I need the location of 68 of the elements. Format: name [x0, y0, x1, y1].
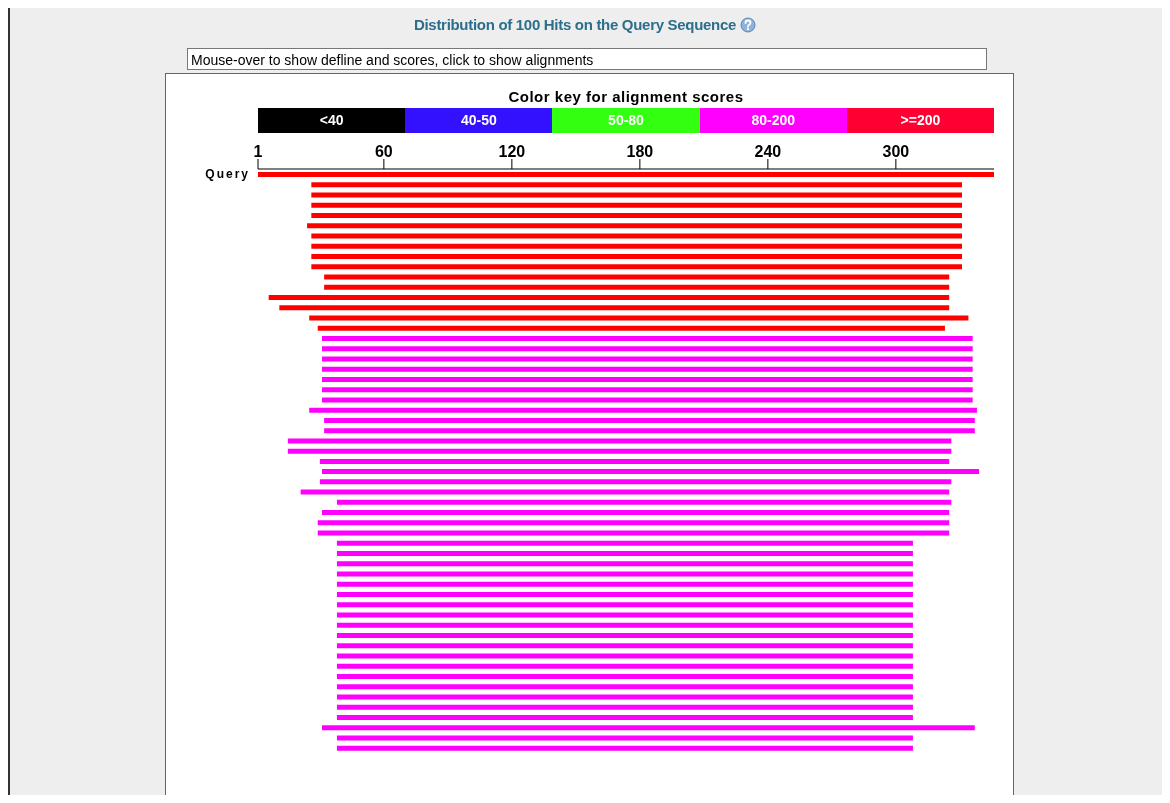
x-tick-label: 60 [374, 143, 393, 160]
bar [258, 172, 994, 177]
bar [336, 735, 913, 741]
bar [322, 725, 975, 731]
bar [336, 571, 913, 577]
bar [311, 253, 962, 259]
bar [336, 612, 913, 618]
bar [322, 366, 973, 372]
bar [324, 274, 950, 280]
bar [324, 417, 975, 423]
chart-title: Distribution of 100 Hits on the Query Sequence [413, 16, 737, 33]
bar [311, 192, 962, 198]
bar [319, 458, 950, 464]
bar [287, 438, 952, 444]
x-tick-label: 300 [882, 143, 910, 160]
bar [319, 479, 952, 485]
bar [336, 592, 913, 598]
bar [322, 356, 973, 362]
bar [336, 643, 913, 649]
bar [311, 264, 962, 270]
bar [336, 540, 913, 546]
x-tick-label: 120 [498, 143, 526, 160]
bar [311, 243, 962, 249]
bar [322, 376, 973, 382]
bar [336, 653, 913, 659]
bar [309, 315, 969, 321]
bar [311, 212, 962, 218]
bar [322, 335, 973, 341]
bar [336, 622, 913, 628]
bar [300, 489, 950, 495]
bar [311, 202, 962, 208]
bar [322, 397, 973, 403]
bar [322, 387, 973, 393]
text: Mouse-over to show defline and scores, click to show alignments [187, 48, 987, 70]
bar [311, 182, 962, 188]
y-tick-label: Query [205, 167, 250, 182]
text: Color key for alignment scores [507, 88, 745, 105]
bar [336, 704, 913, 710]
bar [324, 428, 975, 434]
bar [317, 325, 945, 331]
bar [317, 530, 950, 536]
bar [322, 510, 950, 516]
x-tick-label: 240 [754, 143, 782, 160]
bar [336, 745, 913, 751]
bar [336, 694, 913, 700]
bar [336, 684, 913, 690]
bar [336, 561, 913, 567]
x-tick-label: 180 [626, 143, 654, 160]
bar [322, 469, 980, 475]
bar [268, 294, 950, 300]
bar [287, 448, 952, 454]
bar [324, 284, 950, 290]
bar [336, 499, 952, 505]
bar [317, 520, 950, 526]
bar [336, 551, 913, 557]
x-tick-label: 1 [253, 143, 263, 160]
bar [307, 223, 962, 229]
bar [311, 233, 962, 239]
bar [309, 407, 977, 413]
bar [336, 663, 913, 669]
bar [322, 346, 973, 352]
bar [336, 715, 913, 721]
bar [279, 305, 950, 311]
bar [336, 602, 913, 608]
bar [336, 633, 913, 639]
bar [336, 674, 913, 680]
colour-key: <40 40-50 50-80 80-200 >=200 [258, 108, 994, 133]
bar [336, 581, 913, 587]
